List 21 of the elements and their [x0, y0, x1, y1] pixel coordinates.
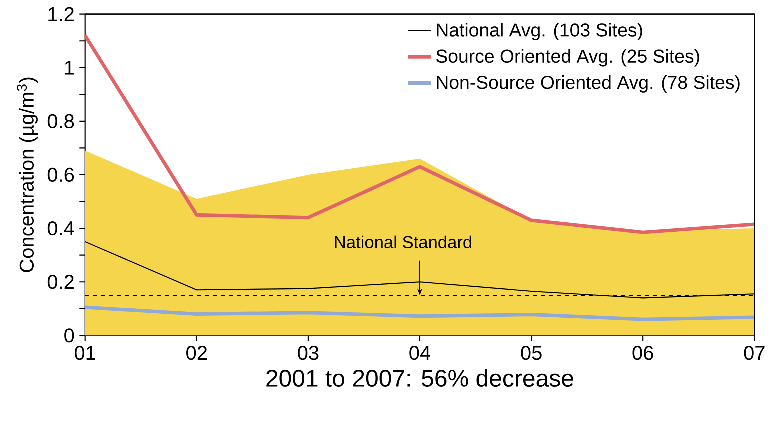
x-tick-label: 02 [186, 346, 208, 360]
legend-label: National Avg. (103 Sites) [437, 23, 642, 41]
x-tick-label: 06 [632, 346, 654, 360]
y-tick-label: 0.2 [48, 275, 74, 290]
x-tick-label: 03 [298, 346, 319, 360]
y-tick-label: 0.4 [48, 221, 74, 236]
y-tick-label: 1 [65, 61, 74, 75]
legend-label: Non-Source Oriented Avg. (78 Sites) [437, 76, 740, 93]
x-tick-label: 01 [74, 346, 96, 360]
line-series [84, 306, 756, 322]
y-tick-label: 0.6 [48, 168, 74, 182]
x-tick-label: 05 [521, 346, 542, 360]
ref-line-label: National Standard [335, 236, 472, 249]
x-tick-label: 07 [744, 346, 765, 360]
x-tick-label: 04 [410, 346, 431, 360]
y-axis-title: Concentration (µg/m$^{3}$) [17, 78, 38, 272]
y-tick-label: 0.8 [48, 114, 74, 129]
y-tick-label: 0 [64, 328, 74, 343]
legend-label: Source Oriented Avg. (25 Sites) [436, 49, 700, 67]
y-tick-label: 1.2 [48, 7, 74, 22]
x-axis-title: 2001 to 2007: 56% decrease [266, 369, 574, 387]
